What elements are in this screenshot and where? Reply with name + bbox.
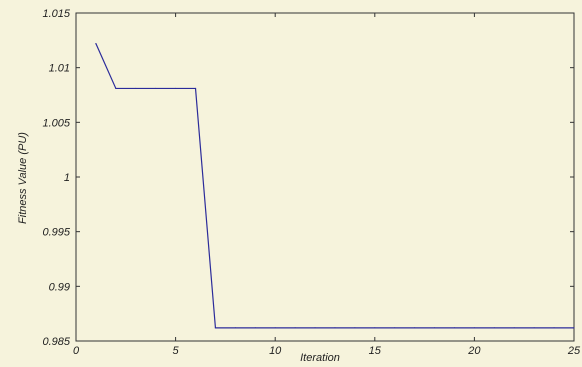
data-point [175,87,177,90]
x-tick-label: 25 [567,345,581,357]
x-axis-ticks: 0 5 10 15 20 25 [73,13,581,357]
data-point [394,327,396,329]
y-tick-label: 1.005 [42,117,70,129]
y-axis-ticks: 0.985 0.99 0.995 1 1.005 1.01 1.015 [42,8,574,348]
y-tick-label: 1.015 [42,8,70,20]
x-tick-label: 10 [269,345,282,357]
series-layer [95,43,575,329]
data-point [433,327,436,329]
data-point [513,327,515,329]
data-point [334,327,336,329]
data-point [493,327,495,329]
data-point [155,87,157,90]
x-tick-label: 0 [73,345,80,357]
y-tick-label: 0.99 [49,281,70,293]
y-tick-label: 1 [64,172,70,184]
data-point [214,327,217,329]
data-point [374,327,376,329]
data-point [254,327,256,329]
x-tick-label: 5 [173,345,180,357]
data-point [95,43,97,45]
data-point [414,327,416,329]
data-point [533,327,535,329]
data-point [294,327,296,329]
plot-area [75,12,575,342]
data-point [473,327,475,329]
y-axis-label: Fitness Value (PU) [17,132,29,224]
data-point [553,327,555,329]
data-point [115,87,117,90]
data-point [354,327,356,329]
data-point [194,87,197,90]
y-tick-label: 0.995 [42,227,70,239]
x-tick-label: 20 [467,345,481,357]
data-point [453,327,456,329]
data-point [314,327,316,329]
data-point [234,327,236,329]
data-point [573,327,575,329]
y-tick-label: 1.01 [49,63,70,75]
data-point [135,87,137,90]
x-axis-label: Iteration [300,352,340,364]
x-tick-label: 15 [369,345,382,357]
y-tick-label: 0.985 [42,336,70,348]
data-point [274,327,276,329]
